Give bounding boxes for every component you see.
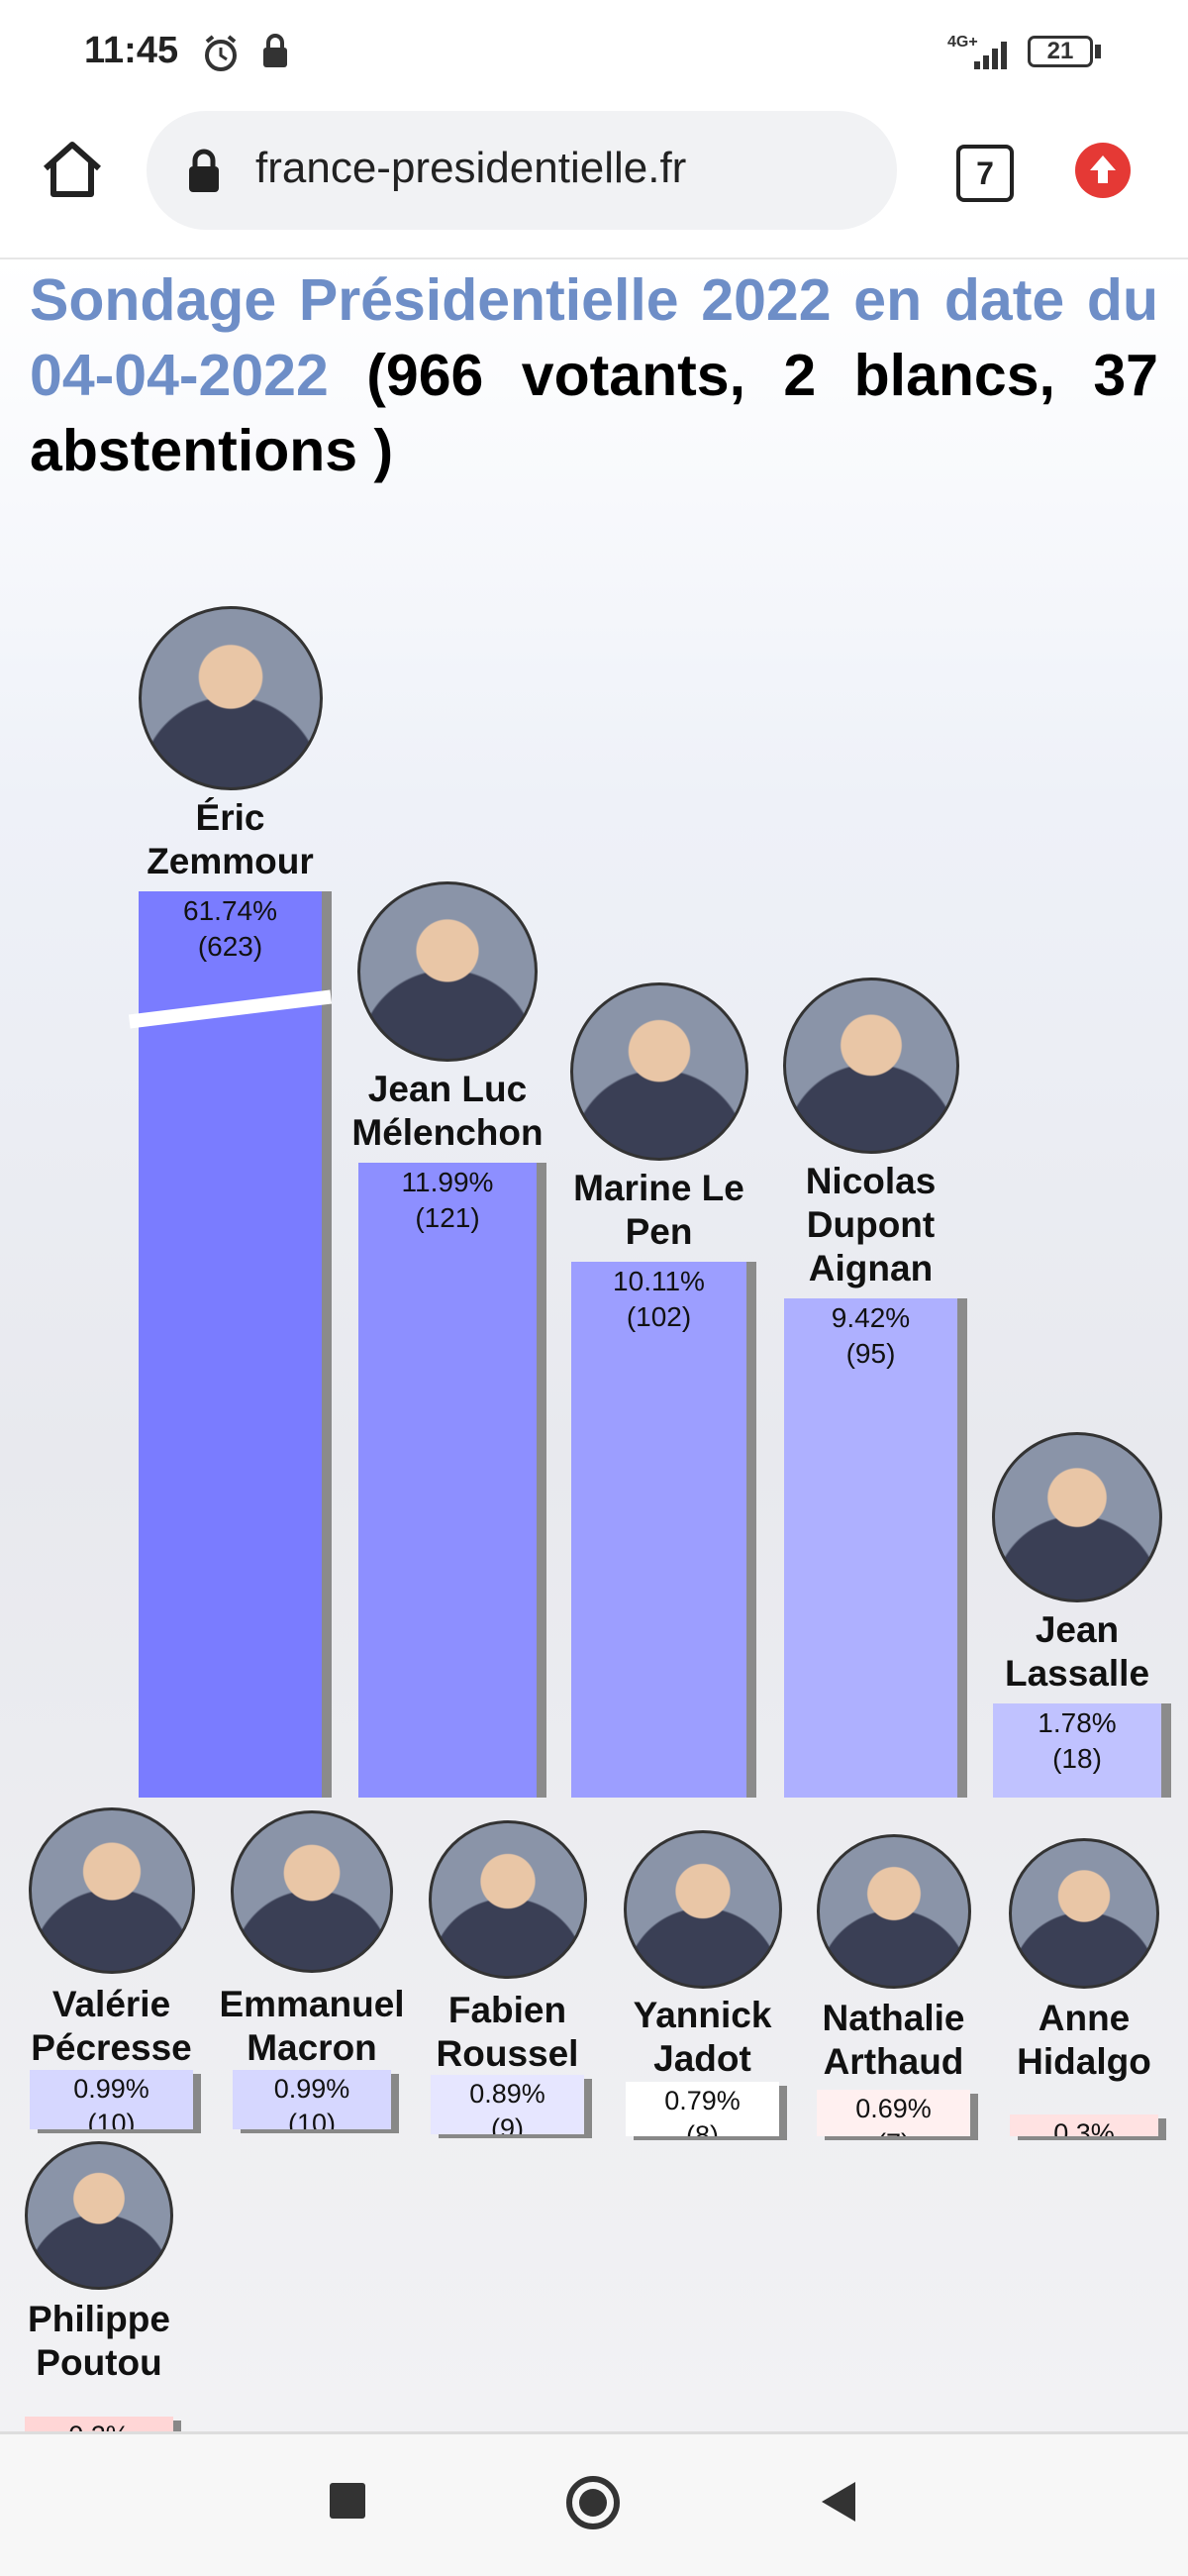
bar-count-marine-le-pen: (102) <box>626 1301 692 1333</box>
tab-count: 7 <box>976 155 994 191</box>
status-bar: 11:45 4G+ 21 <box>0 0 1188 104</box>
avatar-philippe-poutou <box>25 2141 173 2290</box>
bar-philippe-poutou: 0.2% (2) <box>25 2417 173 2433</box>
bar-jean-lassalle <box>993 1702 1161 1798</box>
bar-fabien-roussel: 0.89% (9) <box>431 2075 584 2134</box>
bar-valerie-pecresse: 0.99% (10) <box>30 2070 193 2129</box>
avatar-nathalie-arthaud <box>816 1834 971 1989</box>
lock-icon[interactable] <box>186 149 222 194</box>
avatar-nicolas-dupont-aignan <box>782 978 959 1155</box>
avatar-anne-hidalgo <box>1009 1838 1159 1989</box>
bar-nicolas-dupont-aignan <box>784 1298 957 1798</box>
battery-tip <box>1095 45 1101 58</box>
alarm-icon <box>205 35 237 71</box>
name-jean-lassalle: Jean Lassalle <box>1004 1608 1150 1694</box>
avatar-yannick-jadot <box>623 1830 782 1989</box>
bar-percent-eric-zemmour: 61.74% <box>183 895 277 926</box>
bar-percent-jean-luc-melenchon: 11.99% <box>401 1166 494 1197</box>
name-marine-le-pen: Marine Le Pen <box>573 1168 744 1253</box>
bar-count-jean-lassalle: (18) <box>1052 1742 1102 1774</box>
update-icon[interactable] <box>1074 142 1132 199</box>
bar-nathalie-arthaud: 0.69% (7) <box>817 2090 970 2136</box>
avatar-eric-zemmour <box>138 606 323 790</box>
bar-percent-valerie-pecresse: 0.99% (10) <box>73 2074 149 2129</box>
bar-percent-emmanuel-macron: 0.99% (10) <box>273 2074 350 2129</box>
bar-percent-nicolas-dupont-aignan: 9.42% <box>831 1302 911 1334</box>
battery-level: 21 <box>1046 38 1074 64</box>
avatar-emmanuel-macron <box>231 1810 393 1973</box>
name-anne-hidalgo: Anne Hidalgo <box>1017 1998 1151 2082</box>
tab-count-icon[interactable]: 7 <box>956 145 1014 202</box>
bar-count-jean-luc-melenchon: (121) <box>415 1201 480 1233</box>
name-valerie-pecresse: Valérie Pécresse <box>31 1984 192 2068</box>
stop-nav-icon[interactable] <box>330 2483 365 2519</box>
name-yannick-jadot: Yannick Jadot <box>633 1995 772 2079</box>
bar-marine-le-pen <box>571 1262 746 1798</box>
url-bar[interactable] <box>147 111 897 230</box>
bar-percent-philippe-poutou: 0.2% (2) <box>25 2419 173 2433</box>
name-nathalie-arthaud: Nathalie Arthaud <box>822 1998 965 2082</box>
back-nav-icon[interactable] <box>818 2480 857 2524</box>
bar-count-nicolas-dupont-aignan: (95) <box>845 1338 896 1370</box>
bar-percent-marine-le-pen: 10.11% <box>613 1266 705 1297</box>
battery-icon: 21 <box>1028 36 1093 67</box>
bar-eric-zemmour <box>139 891 322 1798</box>
home-nav-icon[interactable] <box>564 2474 622 2531</box>
avatar-marine-le-pen <box>569 982 748 1162</box>
status-time: 11:45 <box>84 30 179 71</box>
title-stats: (966 votants, 2 blancs, 37 abstentions ) <box>30 343 1158 483</box>
bar-yannick-jadot: 0.79% (8) <box>626 2082 779 2136</box>
system-nav-bar <box>0 2433 1188 2576</box>
bar-percent-fabien-roussel: 0.89% (9) <box>469 2079 545 2134</box>
name-eric-zemmour: Éric Zemmour <box>147 797 314 881</box>
avatar-jean-luc-melenchon <box>357 880 538 1062</box>
page-title: Sondage Présidentielle 2022 en date du 0… <box>30 262 1158 488</box>
bar-jean-luc-melenchon <box>358 1162 537 1798</box>
bar-percent-nathalie-arthaud: 0.69% (7) <box>855 2094 932 2136</box>
avatar-valerie-pecresse <box>28 1807 195 1974</box>
bar-percent-anne-hidalgo: 0.3% (3) <box>1053 2118 1115 2136</box>
vpn-icon <box>263 34 287 67</box>
bar-anne-hidalgo: 0.3% (3) <box>1010 2114 1158 2136</box>
bar-percent-jean-lassalle: 1.78% <box>1038 1706 1117 1738</box>
name-philippe-poutou: Philippe Poutou <box>28 2299 170 2383</box>
home-icon[interactable] <box>40 139 105 200</box>
avatar-jean-lassalle <box>992 1431 1162 1602</box>
bar-percent-yannick-jadot: 0.79% (8) <box>664 2086 741 2136</box>
title-date[interactable]: Sondage Présidentielle 2022 en date du 0… <box>30 267 1158 408</box>
network-type: 4G+ <box>947 34 978 51</box>
bar-emmanuel-macron: 0.99% (10) <box>233 2070 391 2129</box>
name-jean-luc-melenchon: Jean Luc Mélenchon <box>351 1068 544 1153</box>
poll-chart: 61.74% (623) Éric Zemmour 11.99% (121) Jean Lu… <box>0 606 1188 2433</box>
page-bottom-edge <box>0 2431 1188 2433</box>
name-emmanuel-macron: Emmanuel Macron <box>219 1984 405 2068</box>
name-nicolas-dupont-aignan: Nicolas Dupont Aignan <box>805 1161 937 1289</box>
avatar-fabien-roussel <box>428 1820 587 1979</box>
bar-count-eric-zemmour: (623) <box>197 931 263 962</box>
url-text[interactable]: france-presidentielle.fr <box>255 144 687 192</box>
name-fabien-roussel: Fabien Roussel <box>436 1990 579 2074</box>
signal-icon <box>974 42 1007 69</box>
